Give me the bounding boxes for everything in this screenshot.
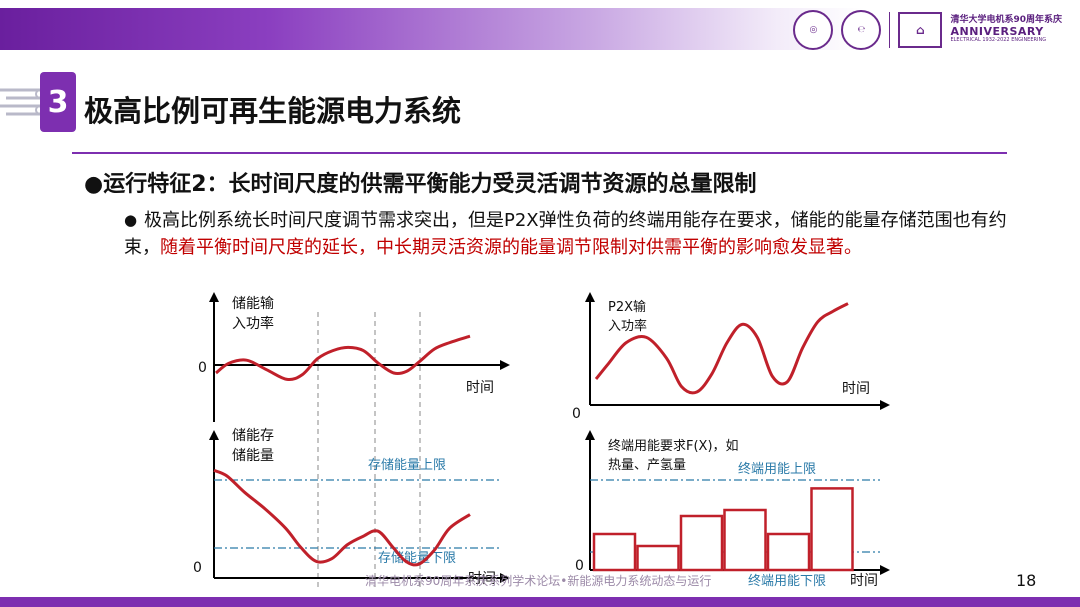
- chart2-upper-limit-label: 存储能量上限: [368, 458, 446, 473]
- chart4-ylabel-2: 热量、产氢量: [608, 458, 686, 473]
- bullet-plain-text: 极高比例系统长时间尺度调节需求突出，但是P2X弹性负荷的终端用能存在要求，储能的…: [124, 210, 1007, 258]
- chart1-x-arrow: [500, 360, 510, 370]
- chart2-energy-curve: [213, 468, 471, 567]
- chart4-upper-limit-label: 终端用能上限: [738, 461, 816, 477]
- sub-heading: ●运行特征2：长时间尺度的供需平衡能力受灵活调节资源的总量限制: [84, 172, 757, 197]
- chart3-xlabel: 时间: [842, 381, 870, 397]
- chart4-bar-5: [766, 532, 811, 572]
- chart4-bar-3: [679, 514, 724, 572]
- chart2-x-arrow: [500, 573, 510, 583]
- section-number-badge: 3: [40, 72, 76, 132]
- anniversary-line1: 清华大学电机系90周年系庆: [950, 15, 1062, 26]
- bullet-icon: ●: [124, 211, 138, 229]
- chart4-zero-label: 0: [575, 558, 584, 574]
- chart4-bars: [592, 487, 854, 572]
- chart4-bar-6: [810, 487, 854, 572]
- chart3-x-arrow: [880, 400, 890, 410]
- chart4-ylabel-1: 终端用能要求F(X)，如: [608, 438, 739, 454]
- anniversary-building-icon: ⌂: [898, 12, 943, 48]
- department-seal-icon: ℮: [841, 10, 882, 50]
- footer-text: 清华电机系90周年系庆系列学术论坛•新能源电力系统动态与运行: [365, 574, 712, 588]
- bullet-highlight-text: 随着平衡时间尺度的延长，中长期灵活资源的能量调节限制对供需平衡的影响愈发显著。: [160, 237, 862, 258]
- anniversary-label: 清华大学电机系90周年系庆 ANNIVERSARY ELECTRICAL 193…: [950, 15, 1062, 44]
- bullet-paragraph: 极高比例系统长时间尺度调节需求突出，但是P2X弹性负荷的终端用能存在要求，储能的…: [124, 207, 1014, 261]
- bottom-banner: [0, 597, 1080, 607]
- university-seal-icon: ◎: [793, 10, 834, 50]
- chart3-y-arrow: [585, 292, 595, 302]
- chart4-xlabel: 时间: [850, 573, 878, 589]
- chart4-bar-1: [592, 532, 637, 572]
- chart4-bar-4: [723, 508, 767, 572]
- chart3-ylabel-2: 入功率: [608, 318, 647, 334]
- section-title: 极高比例可再生能源电力系统: [84, 94, 462, 128]
- logo-group: ◎ ℮ ⌂ 清华大学电机系90周年系庆 ANNIVERSARY ELECTRIC…: [793, 6, 1062, 54]
- chart2-zero-label: 0: [193, 560, 202, 576]
- chart4-y-arrow: [585, 430, 595, 440]
- chart1-ylabel-2: 入功率: [232, 315, 274, 332]
- title-divider: [72, 152, 1007, 154]
- chart4-x-arrow: [880, 565, 890, 575]
- chart3-p2x-curve: [594, 302, 849, 395]
- chart1-zero-label: 0: [198, 360, 207, 376]
- anniversary-line3: ELECTRICAL 1932-2022 ENGINEERING: [950, 37, 1047, 44]
- chart4-lower-limit-label: 终端用能下限: [748, 573, 826, 589]
- chart-storage-power: 储能输 入功率 0 时间: [198, 292, 510, 422]
- chart3-zero-label: 0: [572, 406, 581, 422]
- chart2-xlabel: 时间: [468, 571, 496, 587]
- chart1-ylabel-1: 储能输: [232, 296, 274, 312]
- chart-terminal-energy: 终端用能要求F(X)，如 热量、产氢量 0 时间 终端用能上限 终端用能下限: [575, 430, 890, 589]
- logo-divider: [889, 12, 891, 48]
- chart-p2x-power: P2X输 入功率 0 时间: [572, 292, 890, 422]
- chart1-y-arrow: [209, 292, 219, 302]
- chart3-ylabel-1: P2X输: [608, 299, 646, 315]
- chart2-ylabel-2: 储能量: [232, 448, 274, 464]
- anniversary-line2: ANNIVERSARY: [950, 25, 1044, 39]
- chart-storage-energy: 储能存 储能量 0 时间 存储能量上限 存储能量下限: [193, 428, 510, 587]
- chart1-power-curve: [215, 334, 471, 382]
- page-number: 18: [1016, 571, 1037, 590]
- chart4-bar-2: [636, 544, 680, 572]
- chart1-xlabel: 时间: [466, 380, 494, 396]
- chart2-y-arrow: [209, 430, 219, 440]
- chart2-ylabel-1: 储能存: [232, 428, 274, 444]
